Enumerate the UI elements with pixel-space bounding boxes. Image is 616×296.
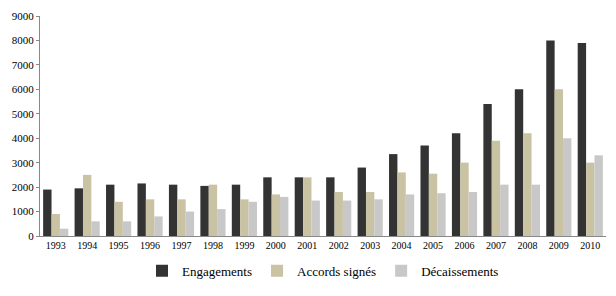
svg-text:1999: 1999 (234, 240, 254, 251)
svg-text:1995: 1995 (109, 240, 129, 251)
svg-text:Engagements: Engagements (182, 264, 252, 279)
svg-text:2010: 2010 (580, 240, 600, 251)
svg-text:3000: 3000 (12, 157, 35, 169)
svg-text:Accords signés: Accords signés (297, 264, 376, 279)
svg-text:2009: 2009 (549, 240, 569, 251)
svg-text:2004: 2004 (392, 240, 412, 251)
svg-text:2006: 2006 (455, 240, 475, 251)
svg-text:1998: 1998 (203, 240, 223, 251)
svg-text:2008: 2008 (517, 240, 537, 251)
svg-text:2007: 2007 (486, 240, 506, 251)
svg-text:2003: 2003 (360, 240, 380, 251)
svg-text:2000: 2000 (266, 240, 286, 251)
svg-text:1000: 1000 (12, 205, 35, 217)
svg-text:2002: 2002 (329, 240, 349, 251)
svg-text:6000: 6000 (12, 83, 35, 95)
svg-text:7000: 7000 (12, 59, 35, 71)
svg-text:5000: 5000 (12, 108, 35, 120)
svg-text:Décaissements: Décaissements (421, 264, 498, 279)
svg-text:2005: 2005 (423, 240, 443, 251)
svg-text:1997: 1997 (172, 240, 192, 251)
svg-text:1994: 1994 (77, 240, 97, 251)
svg-text:0: 0 (28, 230, 34, 242)
svg-text:2001: 2001 (297, 240, 317, 251)
svg-text:1993: 1993 (46, 240, 66, 251)
svg-text:2000: 2000 (12, 181, 35, 193)
svg-text:4000: 4000 (12, 132, 35, 144)
svg-text:9000: 9000 (12, 10, 35, 22)
svg-text:8000: 8000 (12, 34, 35, 46)
svg-text:1996: 1996 (140, 240, 160, 251)
